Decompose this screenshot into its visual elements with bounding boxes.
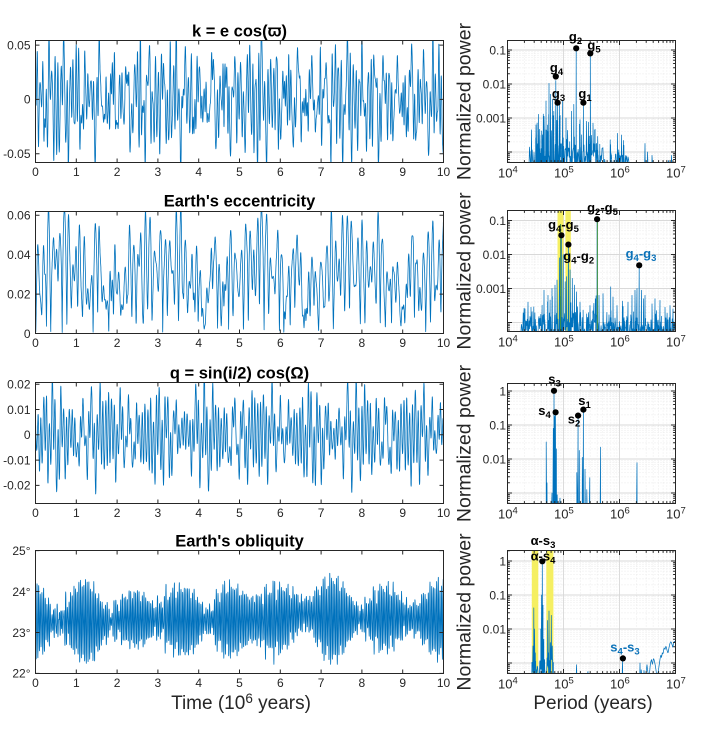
svg-text:0.1: 0.1 <box>489 214 506 228</box>
svg-text:0.04: 0.04 <box>7 248 31 262</box>
svg-text:4: 4 <box>195 506 202 520</box>
svg-text:3: 3 <box>155 165 162 179</box>
svg-text:4: 4 <box>195 165 202 179</box>
svg-text:9: 9 <box>399 676 406 690</box>
svg-text:8: 8 <box>359 165 366 179</box>
svg-text:4: 4 <box>195 336 202 350</box>
svg-text:7: 7 <box>318 676 325 690</box>
svg-text:0: 0 <box>24 327 31 341</box>
svg-text:5: 5 <box>236 506 243 520</box>
svg-text:1: 1 <box>73 165 80 179</box>
svg-text:q = sin(i/2) cos(Ω): q = sin(i/2) cos(Ω) <box>170 364 309 382</box>
svg-text:6: 6 <box>277 676 284 690</box>
svg-text:9: 9 <box>399 506 406 520</box>
svg-text:3: 3 <box>155 336 162 350</box>
svg-text:5: 5 <box>236 336 243 350</box>
svg-text:0.1: 0.1 <box>489 418 506 432</box>
svg-text:0.01: 0.01 <box>483 77 507 91</box>
svg-text:2: 2 <box>114 506 121 520</box>
svg-text:0.06: 0.06 <box>7 209 31 223</box>
svg-text:5: 5 <box>236 676 243 690</box>
svg-text:Period (years): Period (years) <box>533 693 652 714</box>
svg-text:0: 0 <box>32 336 39 350</box>
svg-text:10: 10 <box>437 676 451 690</box>
svg-text:0: 0 <box>32 165 39 179</box>
svg-text:0: 0 <box>24 93 31 107</box>
svg-text:Time (106 years): Time (106 years) <box>171 691 311 714</box>
svg-text:2: 2 <box>114 676 121 690</box>
svg-text:9: 9 <box>399 165 406 179</box>
svg-text:8: 8 <box>359 336 366 350</box>
svg-text:0.001: 0.001 <box>476 111 506 125</box>
svg-text:0: 0 <box>32 506 39 520</box>
svg-text:4: 4 <box>195 676 202 690</box>
svg-text:0.01: 0.01 <box>483 452 507 466</box>
svg-text:0.02: 0.02 <box>7 287 31 301</box>
svg-text:Normalized power: Normalized power <box>454 364 476 522</box>
svg-text:0.01: 0.01 <box>483 248 507 262</box>
svg-text:α-s4: α-s4 <box>531 549 557 567</box>
svg-text:g4-g3: g4-g3 <box>626 246 657 264</box>
svg-text:6: 6 <box>277 165 284 179</box>
svg-text:Normalized power: Normalized power <box>454 533 476 691</box>
svg-text:g4-g2: g4-g2 <box>563 249 594 267</box>
svg-text:10: 10 <box>437 336 451 350</box>
svg-text:0: 0 <box>32 676 39 690</box>
svg-text:10: 10 <box>437 165 451 179</box>
svg-text:7: 7 <box>318 506 325 520</box>
svg-text:Normalized power: Normalized power <box>454 192 476 350</box>
svg-text:1: 1 <box>73 506 80 520</box>
svg-text:0.1: 0.1 <box>489 588 506 602</box>
svg-text:1: 1 <box>499 554 506 568</box>
svg-text:Earth's obliquity: Earth's obliquity <box>175 533 304 551</box>
svg-text:22°: 22° <box>12 667 30 681</box>
svg-text:8: 8 <box>359 676 366 690</box>
svg-text:-0.02: -0.02 <box>3 479 31 493</box>
svg-text:-0.05: -0.05 <box>3 147 31 161</box>
svg-text:1: 1 <box>499 384 506 398</box>
svg-text:1: 1 <box>73 676 80 690</box>
svg-text:6: 6 <box>277 506 284 520</box>
svg-text:k = e cos(ϖ): k = e cos(ϖ) <box>192 22 287 40</box>
svg-text:g2-g5: g2-g5 <box>587 200 619 218</box>
svg-text:g4-g5: g4-g5 <box>548 217 580 235</box>
svg-text:0.001: 0.001 <box>476 282 506 296</box>
svg-text:Normalized power: Normalized power <box>454 22 476 180</box>
svg-text:1: 1 <box>73 336 80 350</box>
svg-text:23°: 23° <box>12 626 30 640</box>
svg-text:7: 7 <box>318 165 325 179</box>
svg-text:8: 8 <box>359 506 366 520</box>
svg-text:2: 2 <box>114 336 121 350</box>
svg-text:0.1: 0.1 <box>489 43 506 57</box>
svg-text:9: 9 <box>399 336 406 350</box>
svg-text:3: 3 <box>155 506 162 520</box>
svg-text:α-s3: α-s3 <box>531 533 556 551</box>
svg-text:0: 0 <box>24 428 31 442</box>
svg-text:0.05: 0.05 <box>7 38 31 52</box>
svg-text:2: 2 <box>114 165 121 179</box>
svg-text:5: 5 <box>236 165 243 179</box>
svg-text:0.01: 0.01 <box>7 403 31 417</box>
svg-text:6: 6 <box>277 336 284 350</box>
svg-text:Earth's eccentricity: Earth's eccentricity <box>164 193 316 211</box>
svg-text:-0.01: -0.01 <box>3 453 31 467</box>
svg-text:7: 7 <box>318 336 325 350</box>
svg-text:24°: 24° <box>12 585 30 599</box>
svg-text:10: 10 <box>437 506 451 520</box>
svg-text:25°: 25° <box>12 544 30 558</box>
svg-text:0.01: 0.01 <box>483 622 507 636</box>
svg-text:3: 3 <box>155 676 162 690</box>
svg-text:0.02: 0.02 <box>7 378 31 392</box>
